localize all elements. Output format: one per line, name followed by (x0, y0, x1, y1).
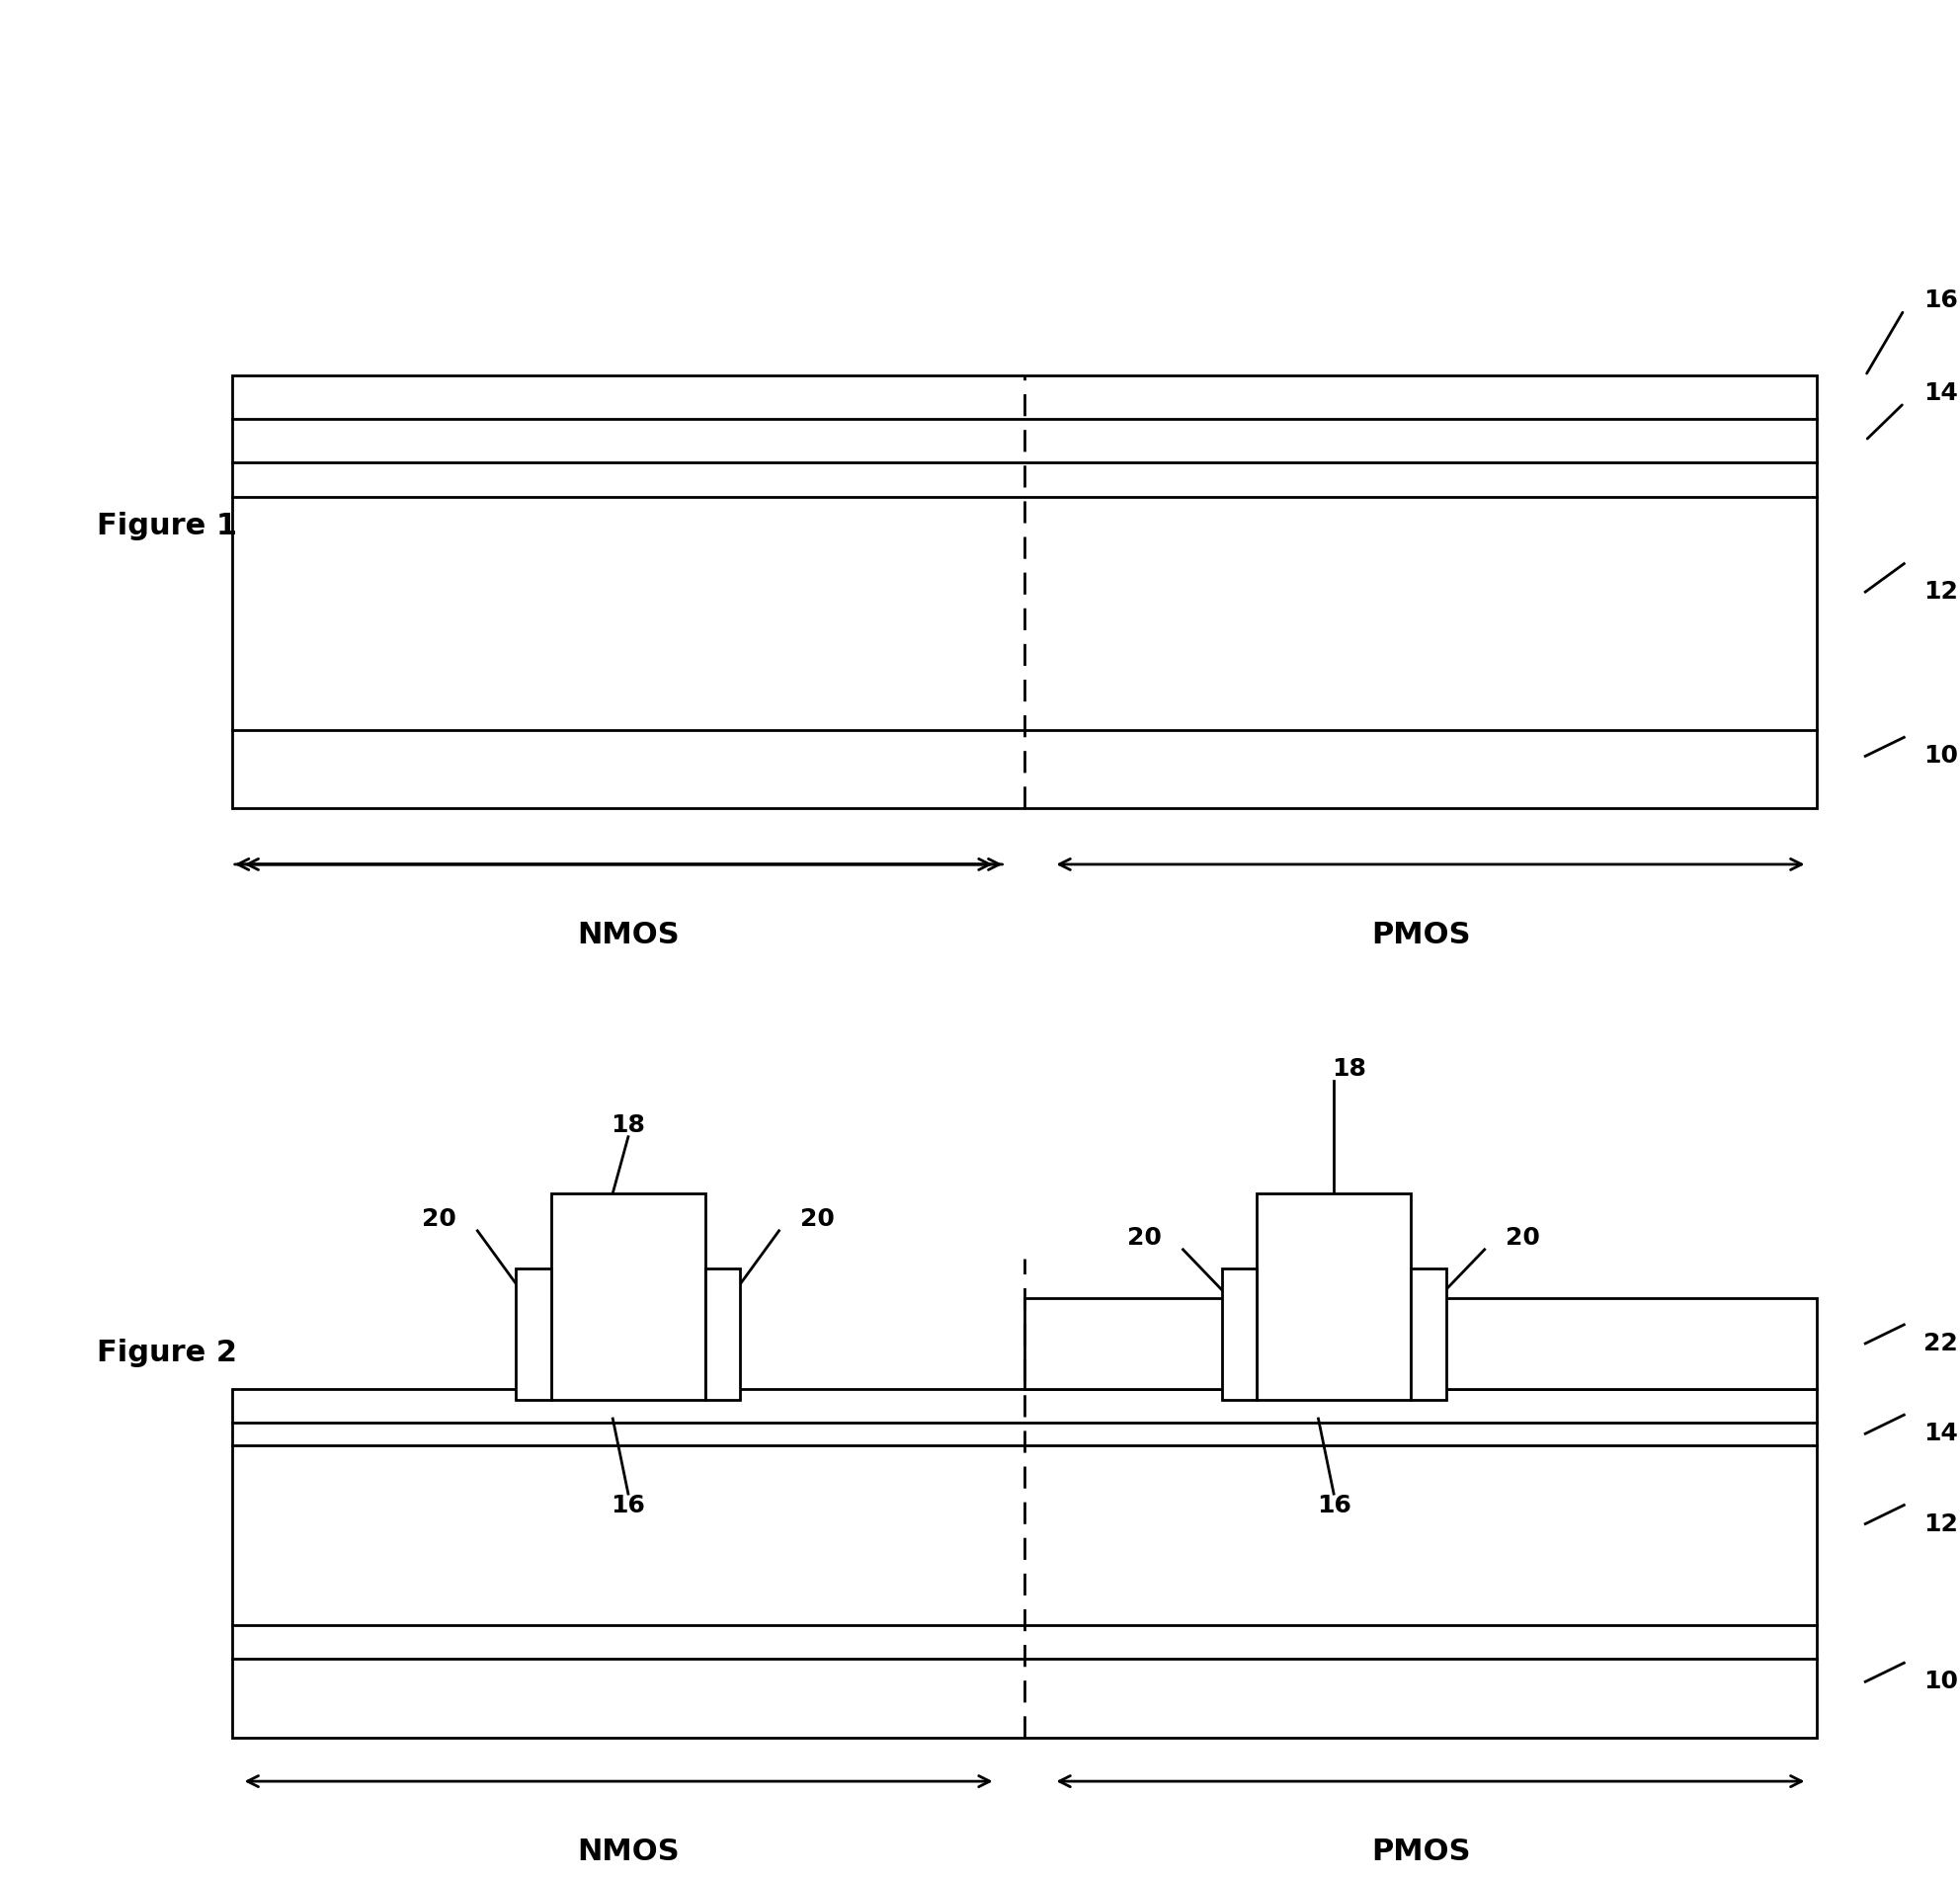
Text: 10: 10 (1923, 1670, 1958, 1693)
Text: 18: 18 (612, 1112, 645, 1137)
Text: 12: 12 (1923, 581, 1958, 603)
Bar (1025, 1298, 1817, 1389)
Text: 20: 20 (1505, 1225, 1541, 1250)
Text: NMOS: NMOS (576, 921, 680, 949)
Text: 18: 18 (1333, 1056, 1366, 1080)
Text: 20: 20 (800, 1206, 835, 1231)
Text: 12: 12 (1923, 1513, 1958, 1535)
Bar (1221, 1268, 1256, 1400)
Text: Figure 2: Figure 2 (96, 1338, 237, 1368)
Bar (1256, 1193, 1411, 1400)
Bar (706, 1268, 741, 1400)
Bar (515, 1268, 551, 1400)
Bar (551, 1193, 706, 1400)
Text: 10: 10 (1923, 744, 1958, 769)
Bar (231, 1389, 1817, 1738)
Text: 16: 16 (1317, 1494, 1350, 1518)
Text: 14: 14 (1923, 1422, 1958, 1445)
Text: 14: 14 (1923, 381, 1958, 406)
Text: Figure 1: Figure 1 (96, 511, 237, 541)
Text: NMOS: NMOS (576, 1838, 680, 1866)
Text: 20: 20 (1127, 1225, 1162, 1250)
Text: 22: 22 (1923, 1332, 1958, 1355)
Text: 16: 16 (612, 1494, 645, 1518)
Text: PMOS: PMOS (1372, 921, 1470, 949)
Text: PMOS: PMOS (1372, 1838, 1470, 1866)
Bar (1411, 1268, 1446, 1400)
Text: 20: 20 (421, 1206, 457, 1231)
Bar (231, 376, 1817, 808)
Text: 16: 16 (1923, 289, 1958, 312)
